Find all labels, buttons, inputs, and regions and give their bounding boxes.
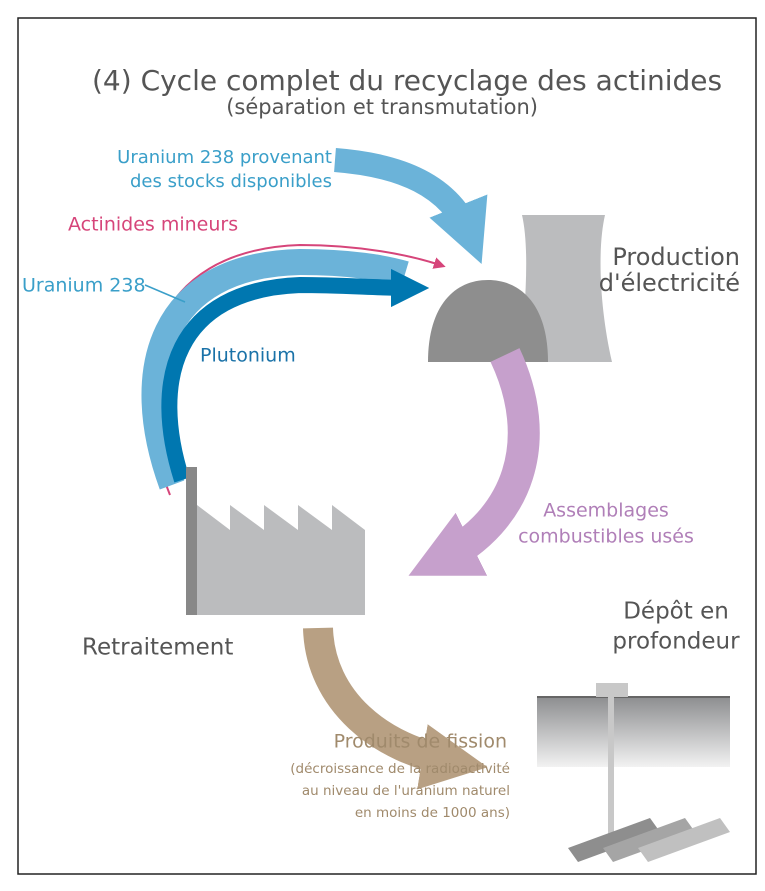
uranium-band [141,248,409,490]
shaft-head [596,683,628,697]
repository-label: Dépôt en [623,599,729,625]
uranium-label: Uranium 238 [22,275,146,297]
plutonium-band [161,268,430,483]
repository-label: profondeur [612,629,740,655]
spent-fuel-arrow [408,348,540,576]
production-label: d'électricité [599,269,740,297]
spent-fuel-label: Assemblages [543,500,669,522]
title: (4) Cycle complet du recyclage des actin… [92,64,722,97]
canisters [568,818,730,862]
chimney [186,467,197,615]
leader-line [144,284,186,303]
supply-arrow [334,148,488,264]
fission-arrow [303,627,488,790]
factory [197,505,365,615]
supply-label: des stocks disponibles [130,171,332,192]
reprocessing-label: Retraitement [82,635,233,661]
reactor-dome [428,280,548,362]
fission-note: au niveau de l'uranium naturel [302,783,510,799]
fission-note: en moins de 1000 ans) [355,805,510,821]
plutonium-label: Plutonium [200,345,296,367]
shaft [608,697,614,837]
subtitle: (séparation et transmutation) [226,95,538,119]
supply-label: Uranium 238 provenant [117,147,332,168]
spent-fuel-label: combustibles usés [518,526,694,548]
production-label: Production [612,243,740,271]
ground [537,697,730,767]
fission-label: Produits de fission [334,731,507,753]
fission-note: (décroissance de la radioactivité [290,761,510,777]
actinides-label: Actinides mineurs [68,214,238,236]
